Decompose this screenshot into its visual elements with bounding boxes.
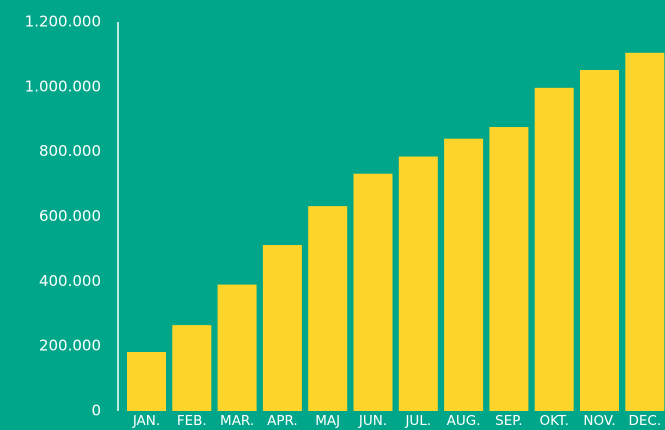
bar-jun: [353, 173, 393, 411]
x-tick-label: AUG.: [447, 413, 481, 429]
bar-apr: [262, 245, 302, 411]
y-tick-label: 400.000: [39, 272, 101, 290]
x-tick-label: MAR.: [220, 413, 254, 429]
y-axis-ticks: 0 200.000 400.000 600.000 800.000 1.000.000 1.…: [25, 13, 101, 420]
x-axis-labels: JAN. FEB. MAR. APR. MAJ JUN. JUL. AUG. SEP. OKT. N…: [132, 413, 661, 429]
bar-aug: [444, 138, 484, 411]
bar-maj: [308, 206, 348, 411]
x-tick-label: MAJ: [315, 413, 340, 429]
y-tick-label: 1.200.000: [25, 13, 101, 31]
bar-nov: [580, 69, 619, 411]
x-tick-label: OKT.: [540, 413, 569, 429]
x-tick-label: DEC.: [628, 413, 661, 429]
bars-group: [127, 52, 665, 411]
x-tick-label: SEP.: [495, 413, 522, 429]
bar-jul: [398, 156, 438, 411]
bar-mar: [217, 284, 257, 411]
y-tick-label: 600.000: [39, 207, 101, 225]
bar-jan: [127, 352, 166, 411]
bar-sep: [489, 127, 529, 411]
y-tick-label: 200.000: [39, 337, 101, 355]
bar-feb: [172, 325, 212, 411]
x-tick-label: APR.: [267, 413, 298, 429]
y-tick-label: 800.000: [39, 142, 101, 160]
bar-dec: [625, 52, 665, 411]
x-tick-label: JUN.: [358, 413, 387, 429]
y-tick-label: 1.000.000: [25, 77, 101, 95]
x-tick-label: NOV.: [583, 413, 615, 429]
x-tick-label: FEB.: [177, 413, 207, 429]
y-tick-label: 0: [91, 402, 101, 420]
x-tick-label: JAN.: [132, 413, 160, 429]
bar-okt: [534, 87, 574, 411]
x-tick-label: JUL.: [404, 413, 431, 429]
